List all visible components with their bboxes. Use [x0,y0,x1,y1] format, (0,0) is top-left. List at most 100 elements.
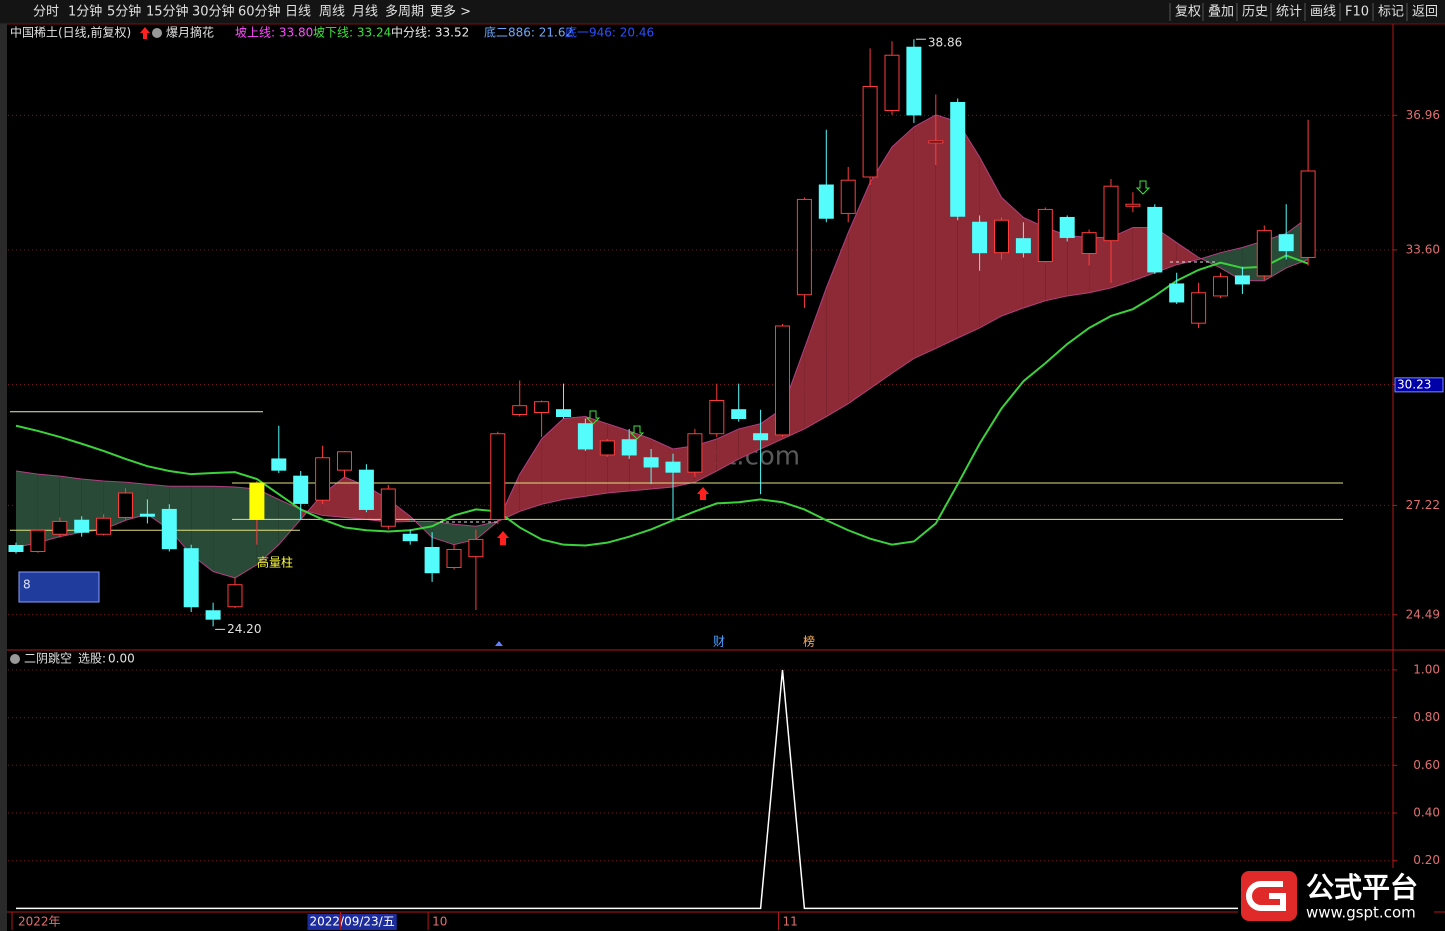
y-tick-label: 36.96 [1406,108,1440,122]
band-segment [848,182,871,404]
candle-body [1059,216,1075,238]
indicator-readout: 中分线: 33.52 [391,25,469,40]
candle-body [380,488,396,527]
band-segment [1176,242,1199,265]
candle-body [74,519,90,533]
candle-body [709,399,725,435]
candle-body [183,548,199,608]
band-segment [826,232,849,417]
candle-body [577,423,593,450]
candle-body [731,409,747,420]
toolbar-button[interactable]: 15分钟 [146,4,189,20]
band-segment [979,156,1002,328]
toolbar-button[interactable]: 周线 [319,5,345,20]
event-icon [495,641,503,646]
event-marker[interactable]: 榜 [803,634,815,649]
candle-body [315,457,331,501]
candle-body [271,458,287,471]
candle-body [643,457,659,468]
y-tick-label: 0.80 [1413,710,1440,724]
y-tick-label: 1.00 [1413,662,1440,676]
toolbar-button[interactable]: 日线 [285,5,311,20]
band-segment [1111,227,1133,288]
candle-body [96,517,112,535]
band-segment [913,114,936,359]
candle-body [8,544,24,552]
band-segment [213,486,235,578]
candle-body [293,475,309,504]
toolbar-button[interactable]: 30分钟 [192,4,235,20]
buy-arrow [497,531,509,545]
toolbar-button[interactable]: 5分钟 [107,4,141,20]
sub-readout: 0.00 [108,652,135,666]
formula-name: 爆月摘花 [166,25,214,40]
menu-icon[interactable] [152,28,162,38]
y-tick-label: 24.49 [1406,607,1440,621]
event-marker[interactable]: 财 [713,635,725,649]
candle-body [468,538,484,558]
candle-body [424,546,440,574]
indicator-readout: 坡下线: 33.24 [313,26,391,40]
x-tick-label: 2022年 [18,915,61,929]
candle-body [775,325,790,436]
candle-body [249,482,265,520]
sub-menu-icon[interactable] [10,654,20,664]
buy-arrow [697,487,709,500]
x-tick-label: 11 [783,915,798,929]
toolbar-button[interactable]: 画线 [1310,5,1336,20]
sell-arrow [1135,180,1151,195]
toolbar-button[interactable]: F10 [1345,5,1369,20]
toolbar-button[interactable]: 历史 [1242,5,1268,20]
toolbar-button[interactable]: 复权 [1175,4,1201,20]
toolbar-button[interactable]: 1分钟 [68,4,102,20]
note-text: 8 [23,578,31,592]
toolbar-button[interactable]: 统计 [1276,5,1302,20]
toolbar-button[interactable]: 分时 [33,5,59,20]
candle-body [884,54,900,112]
logo-glyph [1246,881,1286,911]
candle-body [358,469,374,510]
candle-body [139,513,155,517]
candle-body [840,179,856,214]
stock-name: 中国稀土(日线,前复权) [10,25,131,40]
cursor-date-box [307,914,397,930]
band-segment [497,474,520,522]
sub-legend: 选股: [78,652,106,666]
candle-body [1169,283,1185,303]
band-segment [519,438,542,512]
candle-body [402,533,418,542]
sell-arrow [585,410,601,425]
x-tick-label: 10 [432,915,447,929]
band-segment [169,486,192,555]
toolbar-button[interactable]: 多周期 [385,4,424,20]
candle-body [446,548,462,568]
band-segment [1220,247,1243,281]
ma-line [15,254,1309,547]
toolbar-button[interactable]: 标记 [1378,5,1404,20]
sub-plot: 0.20 0.40 0.60 0.80 1.00 [8,662,1440,910]
candle-body [556,409,571,418]
toolbar-button[interactable]: 月线 [352,5,378,20]
candle-body [1015,238,1031,254]
toolbar-button[interactable]: 更多 > [430,4,471,20]
indicator-readout: 底二886: 21.62 [484,25,573,40]
low-label: 24.20 [227,622,261,636]
sell-arrow [629,425,645,440]
toolbar-button[interactable]: 叠加 [1208,5,1234,20]
candle-body [1037,208,1053,263]
cursor-price-box [1394,377,1444,393]
x-tick-label: 2022/09/23/五 [310,915,395,929]
toolbar-button[interactable]: 返回 [1412,5,1438,20]
y-tick-label: 33.60 [1406,242,1440,256]
band-segment [716,428,739,471]
candle-body [205,610,221,620]
toolbar-bg [0,0,1445,24]
toolbar-button[interactable]: 60分钟 [238,4,281,20]
candle-body [994,219,1009,254]
candle-body [1081,232,1097,254]
candle-body [665,461,681,473]
volume-peak-label: 高量柱 [257,555,293,570]
candle-body [599,440,615,456]
